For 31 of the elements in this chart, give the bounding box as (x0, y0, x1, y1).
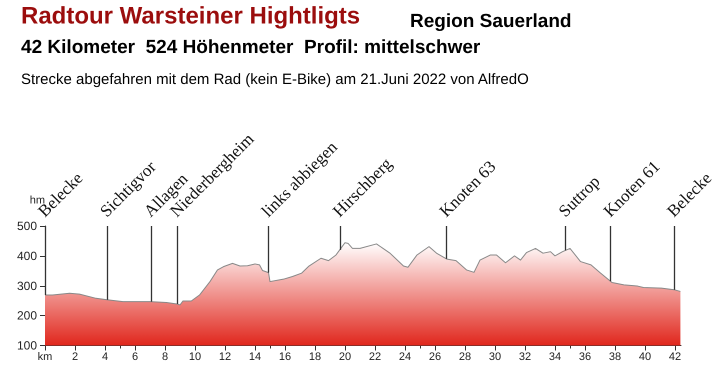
x-tick-label: 10 (188, 351, 202, 363)
x-tick-label: 40 (638, 351, 652, 363)
x-tick-label: 14 (248, 351, 262, 363)
x-tick-label: 4 (102, 351, 108, 363)
x-tick-label: km (38, 351, 52, 363)
x-tick-label: 42 (668, 351, 682, 363)
x-tick-label: 16 (278, 351, 292, 363)
x-tick-label: 32 (518, 351, 532, 363)
x-tick-label: 8 (162, 351, 168, 363)
x-tick-label: 36 (578, 351, 592, 363)
x-tick-label: 28 (458, 351, 472, 363)
y-tick-label: 300 (16, 278, 38, 293)
x-tick-label: 22 (368, 351, 382, 363)
x-tick-label: 38 (608, 351, 622, 363)
text: 42 Kilometer 524 Höhenmeter Profil: mittelschwer (21, 37, 481, 58)
x-tick-label: 12 (218, 351, 232, 363)
chart-subtitle: Region Sauerland (410, 11, 572, 32)
x-tick-label: 26 (428, 351, 442, 363)
x-tick-label: 24 (398, 351, 412, 363)
chart-title: Radtour Warsteiner Hightligts (21, 2, 360, 30)
y-tick-label: 500 (16, 219, 38, 233)
x-tick-label: 6 (132, 351, 138, 363)
x-tick-label: 20 (338, 351, 352, 363)
x-tick-label: 30 (488, 351, 502, 363)
x-tick-label: 18 (308, 351, 322, 363)
x-tick-label: 34 (548, 351, 562, 363)
y-tick-label: 400 (16, 248, 38, 263)
text: Strecke abgefahren mit dem Rad (kein E-Bike) am 21.Juni 2022 von AlfredO (21, 71, 529, 88)
x-tick-label: 2 (72, 351, 78, 363)
y-tick-label: 100 (16, 338, 38, 352)
y-tick-label: 200 (16, 308, 38, 323)
